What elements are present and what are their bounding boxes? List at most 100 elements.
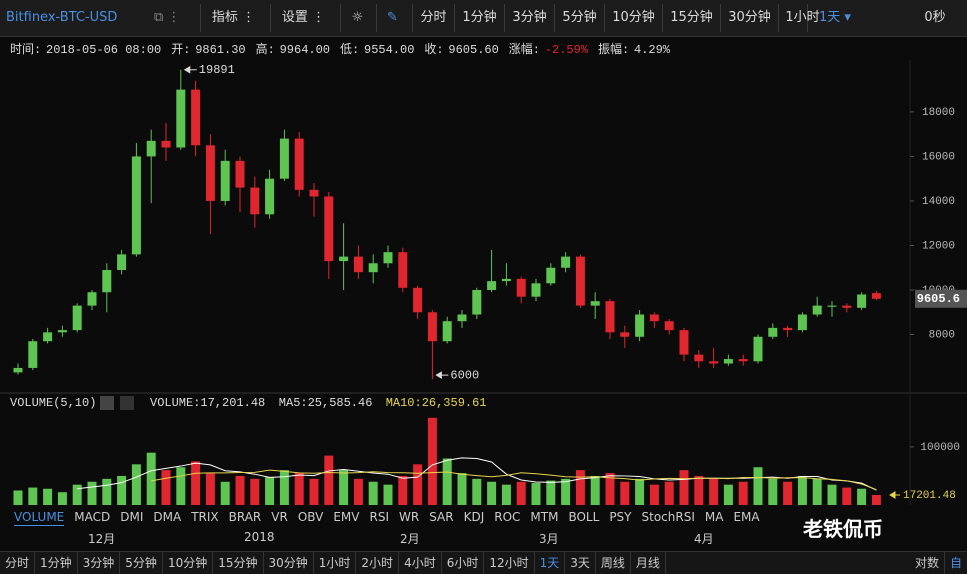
volume-bar [413,464,423,505]
timeframe-btn[interactable]: 分时 [412,4,454,32]
volume-bar [842,487,852,505]
timeframe-btn[interactable]: 1天 [535,552,566,574]
candle-body [871,293,881,299]
timeframe-btn[interactable]: 2小时 [356,552,400,574]
candle-body [827,305,837,307]
info-label: 振幅: [598,41,629,57]
timeframe-btn[interactable]: 分时 [0,552,36,574]
candle-body [723,359,733,364]
candle-body [176,89,186,148]
volume-bar [442,458,452,505]
timeframe-btn[interactable]: 15分钟 [662,4,720,32]
info-label: 收: [424,42,443,57]
watermark: 老铁侃币 [803,517,883,541]
timeframe-btn[interactable]: 6小时 [442,552,485,574]
candle-body [146,140,156,157]
active-tf[interactable]: 1天 ▾ [807,4,862,32]
indicator-tab[interactable]: VR [271,510,288,524]
info-label: 涨幅: [509,41,540,57]
indicator-tab[interactable]: MA [704,510,724,524]
indicator-tab[interactable]: KDJ [463,510,485,524]
candle-body [57,330,67,333]
readout: VOLUME:17,201.48 [150,396,265,410]
indicator-tab[interactable]: VOLUME [14,510,65,526]
timeframe-btn[interactable]: 3分钟 [504,4,554,32]
volume-bar [279,470,289,505]
draw-btn[interactable]: ✎ [376,4,408,32]
candle-body [353,256,363,273]
indicator-tab[interactable]: DMI [120,510,144,524]
indicator-tab[interactable]: MACD [74,510,111,524]
volume-bar [679,470,689,505]
indicator-tab[interactable]: EMV [333,510,360,524]
timeframe-btn[interactable]: 15分钟 [213,552,264,574]
option-btn[interactable]: 对数 [910,552,945,574]
indicator-tab[interactable]: TRIX [191,510,219,524]
candle-body [131,156,141,255]
theme-btn[interactable]: ☼ [340,4,374,32]
timeframe-btn[interactable]: 30分钟 [264,552,314,574]
indicator-tab[interactable]: PSY [609,510,632,524]
timeframe-btn[interactable]: 3天 [565,552,596,574]
indicator-btn[interactable]: 指标 ⋮ [200,4,266,32]
settings-btn[interactable]: 设置 ⋮ [270,4,336,32]
volume-tag: 17201.48 [903,490,956,502]
timeframe-btn[interactable]: 月线 [631,552,666,574]
spacer [666,552,910,574]
info-value: 2018-05-06 08:00 [46,43,161,57]
volume-bar [368,481,378,505]
timeframe-btn[interactable]: 10分钟 [604,4,662,32]
timeframe-btn[interactable]: 1分钟 [454,4,504,32]
indicator-tab[interactable]: WR [399,510,420,524]
timer: 0秒 [905,4,965,32]
timeframe-btn[interactable]: 5分钟 [120,552,163,574]
volume-bar [531,482,541,505]
option-btn[interactable]: 自 [949,556,962,570]
indicator-tab[interactable]: DMA [153,510,182,524]
candle-body [294,138,304,190]
timeframe-btn[interactable]: 周线 [596,552,631,574]
y-tick-label: 12000 [922,240,955,252]
y-tick-label: 100000 [920,442,960,454]
volume-bar [649,484,659,505]
indicator-tab[interactable]: StochRSI [641,510,695,524]
volume-bar [487,481,497,505]
volume-bar [265,477,275,505]
volume-bar [161,470,171,505]
candle-body [487,281,497,291]
indicator-tab[interactable]: SAR [429,510,454,524]
timeframe-btn[interactable]: 4小时 [399,552,442,574]
timeframe-btn[interactable]: 1小时 [778,4,826,32]
label: 0秒 [924,10,946,25]
toolbar: Bitfinex-BTC-USD ⧉ ⋮ 指标 ⋮ 设置 ⋮ ☼ ✎ 1天 ▾ 0… [0,0,967,37]
info-value: -2.59% [545,43,589,57]
timeframe-btn[interactable]: 5分钟 [554,4,604,32]
indicator-tab[interactable]: EMA [733,510,760,524]
volume-bar [324,455,334,505]
indicator-tab[interactable]: MTM [530,510,559,524]
candle-body [709,361,719,364]
indicator-tab[interactable]: OBV [297,510,324,524]
readout: MA10:26,359.61 [386,396,487,410]
candle-body [783,327,793,331]
indicator-tab[interactable]: BRAR [228,510,262,524]
timeframe-btn[interactable]: 12小时 [484,552,535,574]
timeframe-btn[interactable]: 1分钟 [35,552,78,574]
volume-bar [309,478,319,505]
candle-body [265,178,275,215]
timeframe-btn[interactable]: 30分钟 [720,4,778,32]
volume-bar [457,473,467,505]
symbol[interactable]: Bitfinex-BTC-USD ⧉ ⋮ [6,4,196,32]
candle-body [72,305,82,331]
timeframe-btn[interactable]: 10分钟 [163,552,214,574]
indicator-tab[interactable]: RSI [369,510,390,524]
candle-body [472,290,482,315]
timeframe-btn[interactable]: 1小时 [314,552,357,574]
volume-bar [87,481,97,505]
icon [100,396,114,410]
indicator-tab[interactable]: BOLL [568,510,600,524]
timeframe-btn[interactable]: 3分钟 [78,552,121,574]
indicator-tab[interactable]: ROC [494,510,521,524]
candle-body [13,367,23,373]
